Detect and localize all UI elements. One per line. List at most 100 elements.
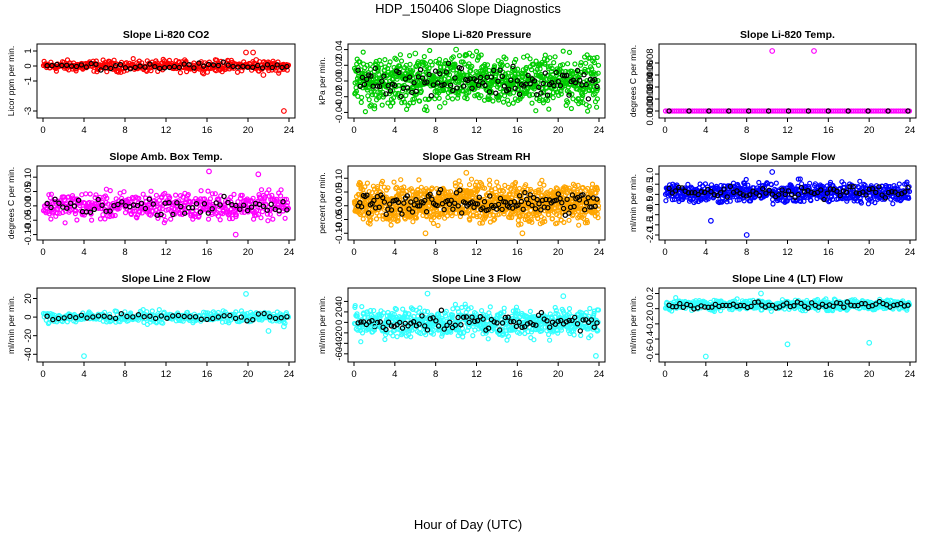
y-axis-label: ml/min per min.: [628, 174, 638, 232]
data-point: [156, 307, 162, 313]
data-point: [100, 212, 106, 218]
data-point: [424, 107, 430, 114]
x-tick-label: 20: [553, 369, 564, 380]
data-point: [191, 65, 197, 71]
data-point: [545, 97, 551, 104]
data-point: [558, 91, 564, 97]
data-point: [572, 61, 578, 67]
y-tick-label: 0: [334, 320, 345, 325]
data-point: [205, 216, 212, 222]
data-point: [53, 68, 60, 74]
x-tick-label: 12: [161, 125, 172, 136]
data-point: [249, 67, 255, 73]
data-point: [382, 336, 388, 343]
data-point: [510, 90, 517, 96]
data-point: [566, 217, 572, 223]
y-axis-label: degrees C per min.: [6, 167, 16, 239]
data-point: [240, 63, 246, 70]
data-point: [541, 182, 547, 188]
data-point: [568, 105, 575, 112]
data-point: [264, 62, 271, 68]
data-point: [478, 93, 484, 99]
x-tick-label: 24: [905, 247, 916, 258]
data-point: [359, 304, 365, 310]
x-tick-label: 4: [703, 125, 708, 136]
x-tick-label: 12: [782, 125, 793, 136]
data-point: [426, 65, 432, 71]
data-point: [410, 219, 416, 225]
data-point: [743, 176, 749, 183]
x-tick-label: 20: [553, 125, 564, 136]
y-tick-label: 40: [334, 296, 345, 307]
data-point: [68, 63, 75, 69]
data-point: [204, 69, 210, 75]
data-point: [205, 188, 211, 194]
data-point: [407, 61, 413, 68]
data-point: [585, 96, 592, 102]
data-point: [519, 230, 526, 237]
data-point: [456, 178, 462, 184]
x-tick-label: 24: [905, 125, 916, 136]
data-point: [121, 189, 127, 195]
panel-5: Slope Gas Stream RH0 4 8 12 16 20 240.100.050.…: [317, 151, 606, 258]
data-point: [91, 68, 97, 74]
y-tick-label: -0.10: [334, 222, 345, 244]
y-tick-label: -20: [23, 329, 34, 343]
data-point: [83, 64, 90, 70]
data-point: [115, 69, 122, 75]
data-point: [137, 63, 143, 69]
data-point: [215, 62, 222, 69]
data-point: [394, 334, 400, 340]
data-point: [168, 216, 174, 222]
data-point: [353, 88, 359, 95]
data-point: [440, 87, 447, 94]
data-point: [362, 70, 368, 76]
data-point: [549, 65, 555, 72]
x-tick-label: 20: [243, 369, 254, 380]
data-point: [265, 328, 272, 334]
data-point: [410, 68, 416, 74]
data-point: [397, 63, 403, 69]
x-tick-label: 4: [703, 247, 708, 258]
scatter-points: [40, 291, 292, 360]
data-point: [550, 94, 556, 101]
x-tick-label: 8: [433, 247, 438, 258]
data-point: [773, 180, 779, 186]
data-point: [500, 99, 507, 105]
data-point: [565, 99, 571, 105]
data-point: [117, 61, 124, 68]
data-point: [560, 48, 566, 54]
x-tick-label: 16: [202, 369, 213, 380]
data-point: [362, 108, 368, 115]
data-point: [513, 56, 519, 63]
data-point: [663, 198, 669, 204]
data-point: [397, 52, 403, 58]
panel-title: Slope Li-820 Temp.: [740, 29, 835, 41]
y-tick-label: -40: [23, 347, 34, 361]
data-point: [497, 85, 503, 92]
data-point: [594, 54, 600, 61]
data-point: [93, 58, 99, 64]
data-point: [458, 182, 464, 188]
data-point: [570, 70, 576, 76]
x-tick-label: 8: [122, 247, 127, 258]
data-point: [200, 63, 207, 69]
data-point: [769, 169, 776, 175]
x-tick-label: 4: [392, 369, 397, 380]
data-point: [811, 48, 817, 54]
data-point: [890, 201, 896, 207]
data-point: [232, 231, 239, 238]
data-point: [506, 101, 512, 107]
x-tick-label: 24: [594, 369, 605, 380]
data-point: [171, 63, 178, 70]
y-tick-label: -0.10: [23, 224, 34, 246]
data-point: [181, 61, 187, 67]
data-point: [269, 64, 275, 71]
data-point: [253, 57, 260, 63]
data-point: [385, 100, 391, 106]
data-point: [93, 61, 99, 68]
data-point: [88, 60, 94, 67]
panel-title: Slope Sample Flow: [740, 151, 837, 163]
data-point: [266, 187, 272, 193]
